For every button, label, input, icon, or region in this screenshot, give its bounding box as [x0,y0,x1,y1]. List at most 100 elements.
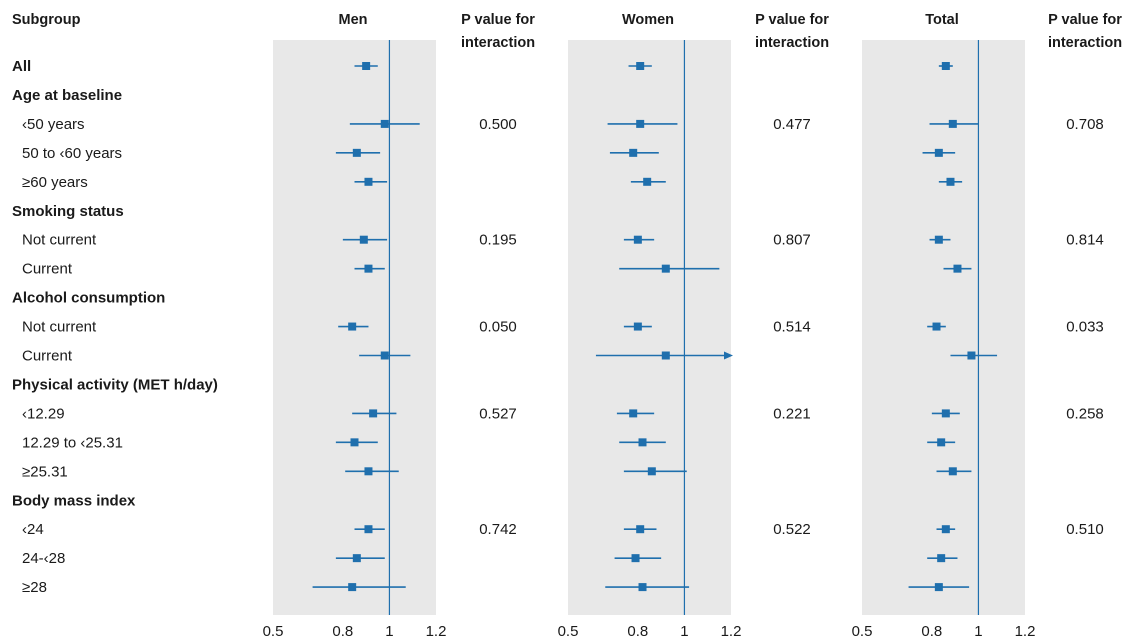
point-estimate-total [941,409,950,418]
point-estimate-women [633,235,642,244]
p-value-women: 0.221 [773,405,811,422]
x-tick-label-women: 1.2 [721,623,742,639]
point-estimate-total [953,264,962,273]
p-value-women: 0.522 [773,521,811,538]
point-estimate-women [643,177,652,186]
row-label: 12.29 to ‹25.31 [22,434,123,451]
point-estimate-total [967,351,976,360]
row-label: Current [22,348,73,365]
point-estimate-men [380,351,389,360]
point-estimate-women [661,264,670,273]
point-estimate-women [629,148,638,157]
row-label: Age at baseline [12,87,122,104]
point-estimate-women [638,583,647,592]
x-tick-label-women: 1 [680,623,688,639]
point-estimate-men [364,177,373,186]
panel-header-men: Men [339,12,368,28]
point-estimate-total [941,62,950,70]
row-label: ≥25.31 [22,463,68,480]
row-label: All [12,58,31,75]
row-label: Smoking status [12,203,124,220]
point-estimate-women [661,351,670,360]
point-estimate-total [934,148,943,157]
p-value-women: 0.807 [773,232,811,249]
row-label: Current [22,261,73,278]
point-estimate-total [937,438,946,447]
pval-header-line1-total: P value for [1048,12,1122,28]
point-estimate-men [364,264,373,273]
row-label: Alcohol consumption [12,290,165,307]
x-tick-label-women: 0.8 [627,623,648,639]
point-estimate-women [647,467,656,476]
subgroup-labels: All Age at baseline ‹50 years 50 to ‹60 yea… [12,58,218,596]
point-estimate-men [369,409,378,418]
x-tick-label-total: 0.8 [921,623,942,639]
point-estimate-total [946,177,955,186]
p-value-men: 0.050 [479,319,517,336]
row-label: Not current [22,232,97,249]
point-estimate-women [636,119,645,128]
p-value-total: 0.258 [1066,405,1104,422]
ci-arrow-women [724,351,733,360]
point-estimate-men [380,119,389,128]
pval-header-line2-men: interaction [461,35,535,51]
x-tick-label-total: 1.2 [1015,623,1036,639]
row-label: Not current [22,319,97,336]
pval-header-line2-total: interaction [1048,35,1122,51]
point-estimate-women [631,554,640,563]
point-estimate-total [937,554,946,563]
p-value-total: 0.708 [1066,116,1104,133]
subgroup-header: Subgroup [12,12,81,28]
point-estimate-men [352,554,361,563]
x-tick-label-men: 1.2 [426,623,447,639]
point-estimate-men [348,322,357,331]
point-estimate-women [633,322,642,331]
p-value-total: 0.814 [1066,232,1104,249]
panel-header-total: Total [925,12,959,28]
pval-header-line1-men: P value for [461,12,535,28]
p-value-total: 0.510 [1066,521,1104,538]
p-value-total: 0.033 [1066,319,1104,336]
column-headers: Subgroup Men P value for interaction Women P … [12,12,1122,51]
p-value-women: 0.477 [773,116,811,133]
row-label: 50 to ‹60 years [22,145,122,162]
x-tick-label-total: 1 [974,623,982,639]
point-estimate-women [636,525,645,534]
point-estimate-men [350,438,359,447]
row-label: ≥60 years [22,174,88,191]
point-estimate-women [636,62,645,70]
point-estimate-total [948,467,957,476]
panel-backgrounds [273,40,1025,615]
point-estimate-total [934,235,943,244]
point-estimate-men [362,62,371,70]
x-tick-label-men: 0.8 [332,623,353,639]
row-label: Body mass index [12,492,136,509]
point-estimate-total [934,583,943,592]
x-tick-label-men: 1 [385,623,393,639]
x-axis-ticks: 0.5 0.8 1 1.2 0.5 0.8 1 1.2 0.5 0.8 1 1.2 [263,623,1036,639]
x-tick-label-men: 0.5 [263,623,284,639]
point-estimate-women [629,409,638,418]
panel-bg-total [862,40,1025,615]
point-estimate-men [364,467,373,476]
pval-header-line2-women: interaction [755,35,829,51]
x-tick-label-women: 0.5 [558,623,579,639]
panel-bg-women [568,40,731,615]
row-label: ‹24 [22,521,44,538]
point-estimate-total [941,525,950,534]
p-values: 0.500 0.477 0.708 0.195 0.807 0.814 0.050 0.514… [479,116,1104,538]
point-estimate-total [932,322,941,331]
p-value-men: 0.742 [479,521,517,538]
row-label: ≥28 [22,579,47,596]
p-value-women: 0.514 [773,319,811,336]
row-label: Physical activity (MET h/day) [12,376,218,393]
p-value-men: 0.500 [479,116,517,133]
panel-header-women: Women [622,12,674,28]
point-estimate-men [364,525,373,534]
row-label: 24-‹28 [22,550,65,567]
x-tick-label-total: 0.5 [852,623,873,639]
point-estimate-men [348,583,357,592]
pval-header-line1-women: P value for [755,12,829,28]
point-estimate-men [352,148,361,157]
p-value-men: 0.195 [479,232,517,249]
